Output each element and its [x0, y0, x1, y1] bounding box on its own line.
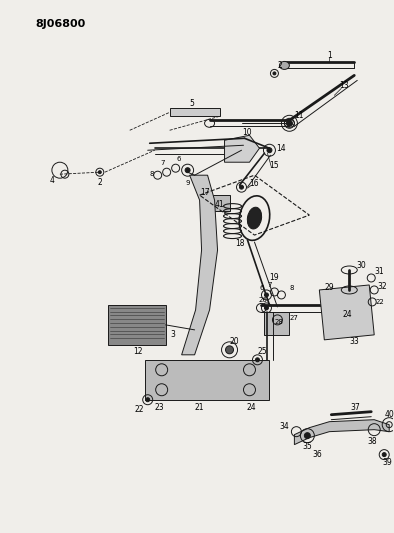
Text: 8: 8 [289, 285, 294, 291]
Text: 2: 2 [97, 177, 102, 187]
Circle shape [382, 453, 386, 457]
Circle shape [264, 293, 268, 297]
Text: 21: 21 [195, 403, 204, 412]
Text: 14: 14 [277, 144, 286, 153]
Text: 26: 26 [258, 297, 267, 303]
Text: 32: 32 [377, 282, 387, 292]
Text: 28: 28 [275, 319, 284, 325]
Polygon shape [225, 135, 260, 162]
Text: 10: 10 [243, 128, 252, 137]
Text: 22: 22 [135, 405, 145, 414]
Ellipse shape [247, 207, 262, 229]
Polygon shape [320, 285, 374, 340]
Circle shape [225, 346, 234, 354]
Text: 13: 13 [340, 81, 349, 90]
Circle shape [98, 171, 101, 174]
Text: 27: 27 [290, 315, 299, 321]
Text: 12: 12 [133, 348, 143, 357]
Text: 15: 15 [269, 161, 279, 169]
Text: 11: 11 [295, 111, 304, 120]
Circle shape [185, 168, 190, 173]
Text: 9: 9 [185, 180, 190, 186]
Text: 40: 40 [384, 410, 394, 419]
Text: 24: 24 [342, 310, 352, 319]
Text: 23: 23 [155, 403, 164, 412]
Polygon shape [264, 312, 290, 335]
Bar [210, 195, 230, 211]
Text: 6: 6 [177, 156, 181, 162]
Polygon shape [182, 175, 217, 355]
Text: 16: 16 [250, 179, 259, 188]
Text: 41: 41 [215, 200, 224, 208]
Circle shape [267, 148, 272, 153]
Text: 19: 19 [269, 273, 279, 282]
Circle shape [255, 358, 260, 362]
Circle shape [264, 306, 268, 310]
Text: 2: 2 [277, 61, 282, 70]
Text: 34: 34 [279, 422, 289, 431]
Polygon shape [170, 108, 219, 116]
Circle shape [273, 72, 276, 75]
Text: 31: 31 [374, 268, 384, 277]
Text: 8J06800: 8J06800 [35, 19, 85, 28]
Text: 24: 24 [247, 403, 256, 412]
Circle shape [240, 185, 243, 189]
Text: 36: 36 [312, 450, 322, 459]
Text: 25: 25 [258, 348, 267, 357]
Circle shape [286, 120, 292, 126]
Text: 38: 38 [368, 437, 377, 446]
Text: 35: 35 [303, 442, 312, 451]
Circle shape [146, 398, 150, 402]
Text: 3: 3 [170, 330, 175, 340]
Polygon shape [294, 419, 389, 445]
Ellipse shape [279, 61, 290, 69]
Text: 1: 1 [327, 51, 332, 60]
Circle shape [305, 433, 310, 439]
Text: 18: 18 [235, 239, 244, 247]
Text: 22: 22 [376, 299, 385, 305]
Text: 39: 39 [382, 458, 392, 467]
Text: 29: 29 [325, 284, 334, 293]
Polygon shape [145, 360, 269, 400]
Text: 7: 7 [267, 282, 272, 288]
Text: 17: 17 [200, 188, 209, 197]
Text: 5: 5 [189, 99, 194, 108]
Text: 7: 7 [160, 160, 165, 166]
Text: 30: 30 [357, 261, 366, 270]
Text: 4: 4 [50, 176, 54, 184]
Text: 6: 6 [259, 285, 264, 291]
Text: 20: 20 [230, 337, 239, 346]
Text: 8: 8 [149, 171, 154, 177]
Bar [108, 305, 165, 345]
Text: 33: 33 [349, 337, 359, 346]
Text: 37: 37 [350, 403, 360, 412]
